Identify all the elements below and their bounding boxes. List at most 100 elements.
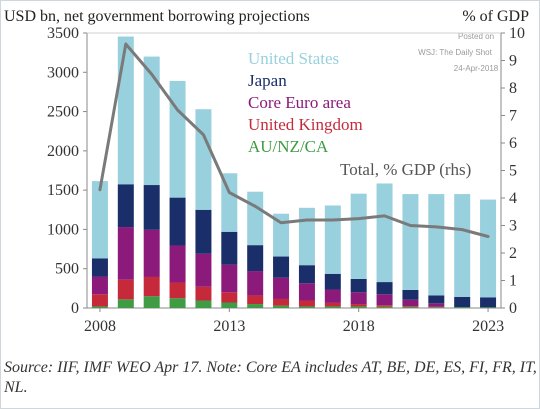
source-note: Source: IIF, IMF WEO Apr 17. Note: Core … [4,359,537,396]
y2-tick-label: 6 [509,135,517,152]
y2-tick-label: 1 [509,273,517,290]
bar-au-nz-ca [402,306,419,308]
bar-united-kingdom [221,292,238,303]
y2-tick-label: 7 [509,108,517,125]
bar-japan [169,197,186,246]
bar-united-states [247,191,264,246]
bar-au-nz-ca [221,302,238,308]
bar-japan [480,297,497,308]
bar-united-states [195,109,212,210]
y-tick-label: 2500 [47,104,79,121]
bar-united-kingdom [273,298,290,306]
bar-japan [324,273,341,290]
bar-japan [273,256,290,278]
bar-japan [91,258,108,277]
watermark-line2: WSJ: The Daily Shot [418,48,492,57]
y-tick-label: 0 [71,300,79,317]
x-tick-label: 2023 [472,318,504,335]
bar-united-states [428,194,445,296]
bar-au-nz-ca [324,306,341,308]
x-tick-label: 2018 [343,318,375,335]
y2-tick-label: 8 [509,80,517,97]
legend-core-euro-area: Core Euro area [248,93,351,112]
bar-united-kingdom [117,279,134,300]
bar-japan [376,282,393,295]
bar-japan [195,209,212,254]
bar-au-nz-ca [247,304,264,308]
bar-japan [350,278,367,293]
bar-united-kingdom [143,276,160,297]
bar-united-states [324,205,341,274]
bar-core-euro-area [350,292,367,305]
bar-united-kingdom [169,282,186,299]
bar-core-euro-area [247,271,264,296]
y-tick-label: 3000 [47,64,79,81]
y2-tick-label: 9 [509,53,517,70]
bar-au-nz-ca [117,299,134,308]
y2-tick-label: 0 [509,300,517,317]
bar-united-states [480,199,497,298]
bar-au-nz-ca [143,296,160,308]
bar-au-nz-ca [350,306,367,308]
bar-japan [143,185,160,230]
x-tick-label: 2008 [84,318,116,335]
bar-au-nz-ca [91,306,108,308]
watermark: Posted on WSJ: The Daily Shot 24-Apr-201… [418,32,499,73]
bar-core-euro-area [298,283,315,301]
bar-au-nz-ca [195,300,212,308]
bar-united-states [376,183,393,283]
bar-core-euro-area [117,227,134,280]
total-gdp-line-path [98,42,490,238]
y2-tick-label: 3 [509,218,517,235]
bar-united-states [350,193,367,279]
bar-japan [247,245,264,272]
legend-united-states: United States [248,49,339,68]
bar-au-nz-ca [298,306,315,308]
bar-united-states [273,213,290,257]
bar-au-nz-ca [428,307,445,308]
y-tick-label: 500 [55,261,79,278]
bar-core-euro-area [221,264,238,293]
bar-japan [221,231,238,265]
right-axis-header: % of GDP [462,8,529,25]
bar-au-nz-ca [454,307,471,308]
bar-au-nz-ca [273,305,290,308]
bar-core-euro-area [195,253,212,287]
y2-tick-label: 5 [509,163,517,180]
legend: United States Japan Core Euro area United K… [248,49,363,156]
line-label: Total, % GDP (rhs) [340,160,471,179]
bar-au-nz-ca [480,307,497,308]
y2-tick-label: 2 [509,245,517,262]
chart: USD bn, net government borrowing project… [4,8,529,335]
bar-united-states [169,80,186,198]
bar-united-kingdom [324,302,341,307]
bar-japan [298,265,315,284]
bar-united-states [91,181,108,259]
x-tick-label: 2013 [213,318,245,335]
right-y-axis: 0 1 2 3 4 5 6 7 8 9 10 [501,25,525,317]
y-tick-label: 3500 [47,25,79,42]
watermark-line1: Posted on [458,32,494,41]
bar-united-states [454,194,471,297]
bar-japan [402,289,419,300]
bar-united-kingdom [402,306,419,307]
bar-united-kingdom [298,300,315,307]
y2-tick-label: 10 [509,25,525,42]
bar-core-euro-area [91,276,108,295]
bar-japan [117,184,134,228]
bar-united-kingdom [376,305,393,307]
bar-au-nz-ca [169,298,186,308]
bar-core-euro-area [143,229,160,277]
x-axis: 2008 2013 2018 2023 [84,308,504,335]
bar-united-states [143,56,160,186]
legend-japan: Japan [248,71,287,90]
bar-united-states [298,207,315,266]
bar-core-euro-area [324,289,341,303]
y-tick-label: 1500 [47,182,79,199]
total-gdp-line [98,42,490,238]
bar-core-euro-area [402,299,419,307]
bar-japan [454,297,471,308]
bar-united-kingdom [350,304,367,307]
bar-core-euro-area [428,303,445,307]
bar-core-euro-area [273,277,290,299]
